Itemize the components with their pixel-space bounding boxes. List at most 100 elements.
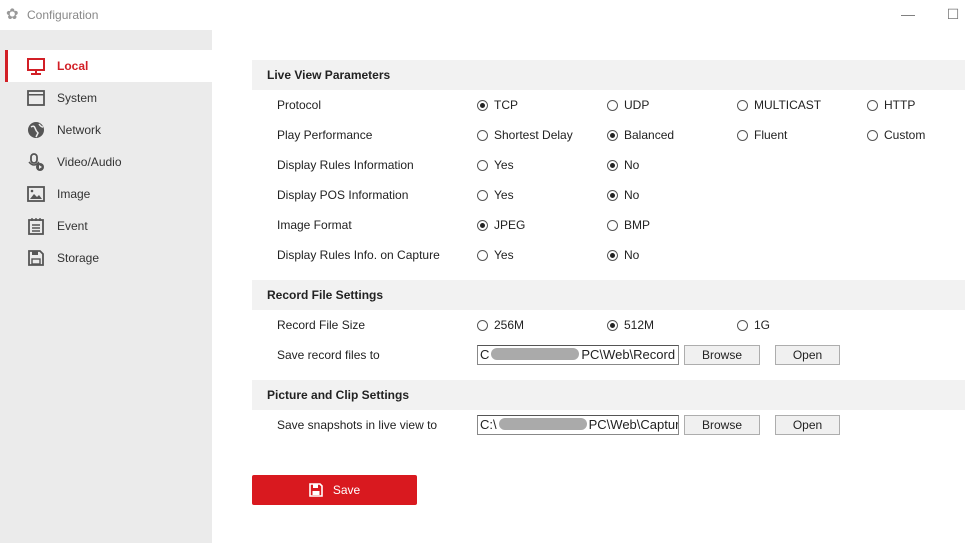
row-label: Display POS Information bbox=[277, 188, 409, 202]
radio-label: Custom bbox=[884, 128, 926, 142]
radio-label: Yes bbox=[494, 248, 514, 262]
radio-yes[interactable]: Yes bbox=[477, 248, 514, 262]
save-label: Save bbox=[332, 483, 361, 497]
sidebar-item-system[interactable]: System bbox=[5, 82, 212, 114]
path-prefix: C:\ bbox=[480, 417, 497, 432]
radio-http[interactable]: HTTP bbox=[867, 98, 915, 112]
radio-no[interactable]: No bbox=[607, 248, 639, 262]
radio-circle[interactable] bbox=[737, 319, 748, 331]
radio-circle[interactable] bbox=[607, 249, 618, 261]
path-suffix: PC\Web\Record bbox=[581, 347, 676, 362]
radio-circle[interactable] bbox=[607, 159, 618, 171]
row-label: Protocol bbox=[277, 98, 322, 112]
path-input[interactable]: C PC\Web\Record bbox=[477, 345, 679, 365]
radio-bmp[interactable]: BMP bbox=[607, 218, 650, 232]
path-prefix: C bbox=[480, 347, 490, 362]
image-icon bbox=[27, 186, 45, 202]
radio-512m[interactable]: 512M bbox=[607, 318, 654, 332]
radio-circle[interactable] bbox=[607, 319, 618, 331]
row-label: Image Format bbox=[277, 218, 352, 232]
app-gear-icon: ✿ bbox=[6, 6, 19, 23]
sidebar-item-label: Storage bbox=[57, 251, 100, 265]
sidebar-item-label: System bbox=[57, 91, 98, 105]
live-row-4: Image Format JPEG BMP bbox=[252, 210, 965, 240]
radio-udp[interactable]: UDP bbox=[607, 98, 649, 112]
radio-yes[interactable]: Yes bbox=[477, 188, 514, 202]
minimize-button[interactable]: — bbox=[901, 6, 915, 22]
radio-circle[interactable] bbox=[607, 219, 618, 231]
record-path-row: Save record files to C PC\Web\Record Browse… bbox=[252, 340, 965, 370]
radio-label: Yes bbox=[494, 158, 514, 172]
radio-circle[interactable] bbox=[867, 129, 878, 141]
row-label: Save snapshots in live view to bbox=[277, 418, 438, 432]
live-row-2: Display Rules Information Yes No bbox=[252, 150, 965, 180]
title-bar: ✿ Configuration — ☐ bbox=[0, 0, 965, 30]
radio-circle[interactable] bbox=[477, 159, 488, 171]
radio-circle[interactable] bbox=[477, 99, 488, 111]
sidebar-item-label: Network bbox=[57, 123, 102, 137]
row-label: Record File Size bbox=[277, 318, 366, 332]
mic-play-icon bbox=[28, 153, 44, 171]
radio-jpeg[interactable]: JPEG bbox=[477, 218, 525, 232]
redacted-text bbox=[498, 418, 587, 430]
maximize-button[interactable]: ☐ bbox=[946, 6, 960, 22]
radio-circle[interactable] bbox=[477, 189, 488, 201]
sidebar-item-image[interactable]: Image bbox=[5, 178, 212, 210]
sidebar-item-event[interactable]: Event bbox=[5, 210, 212, 242]
radio-balanced[interactable]: Balanced bbox=[607, 128, 674, 142]
radio-label: BMP bbox=[624, 218, 651, 232]
radio-circle[interactable] bbox=[477, 249, 488, 261]
globe-icon bbox=[28, 122, 44, 138]
open-button[interactable]: Open bbox=[775, 345, 840, 365]
radio-yes[interactable]: Yes bbox=[477, 158, 514, 172]
radio-circle[interactable] bbox=[477, 319, 488, 331]
sidebar-item-videoaudio[interactable]: Video/Audio bbox=[5, 146, 212, 178]
radio-no[interactable]: No bbox=[607, 188, 639, 202]
radio-custom[interactable]: Custom bbox=[867, 128, 925, 142]
browse-button[interactable]: Browse bbox=[684, 345, 760, 365]
radio-tcp[interactable]: TCP bbox=[477, 98, 518, 112]
redacted-text bbox=[491, 348, 580, 360]
radio-circle[interactable] bbox=[607, 189, 618, 201]
row-label: Display Rules Info. on Capture bbox=[277, 248, 440, 262]
browse-button[interactable]: Browse bbox=[684, 415, 760, 435]
radio-circle[interactable] bbox=[737, 99, 748, 111]
live-row-1: Play Performance Shortest Delay Balanced Fl… bbox=[252, 120, 965, 150]
radio-circle[interactable] bbox=[737, 129, 748, 141]
radio-circle[interactable] bbox=[607, 129, 618, 141]
radio-label: Fluent bbox=[754, 128, 788, 142]
path-input[interactable]: C:\ PC\Web\Capture bbox=[477, 415, 679, 435]
notepad-icon bbox=[28, 218, 44, 235]
radio-fluent[interactable]: Fluent bbox=[737, 128, 787, 142]
radio-256m[interactable]: 256M bbox=[477, 318, 524, 332]
radio-shortest-delay[interactable]: Shortest Delay bbox=[477, 128, 573, 142]
open-button[interactable]: Open bbox=[775, 415, 840, 435]
radio-label: No bbox=[624, 248, 640, 262]
sidebar-item-label: Local bbox=[57, 59, 89, 73]
radio-label: JPEG bbox=[494, 218, 526, 232]
snapshot-path-row: Save snapshots in live view to C:\ PC\Web\… bbox=[252, 410, 965, 440]
record-file-size-row: Record File Size 256M 512M 1G bbox=[252, 310, 965, 340]
sidebar-item-network[interactable]: Network bbox=[5, 114, 212, 146]
sidebar-item-storage[interactable]: Storage bbox=[5, 242, 212, 274]
sidebar-item-local[interactable]: Local bbox=[5, 50, 212, 82]
radio-1g[interactable]: 1G bbox=[737, 318, 770, 332]
save-icon bbox=[309, 483, 323, 497]
radio-circle[interactable] bbox=[867, 99, 878, 111]
window-icon bbox=[27, 90, 45, 106]
radio-label: No bbox=[624, 158, 640, 172]
live-row-0: Protocol TCP UDP MULTICAST HTTP bbox=[252, 90, 965, 120]
radio-label: No bbox=[624, 188, 640, 202]
radio-label: MULTICAST bbox=[754, 98, 822, 112]
radio-circle[interactable] bbox=[477, 129, 488, 141]
section-live-view: Live View Parameters bbox=[252, 60, 965, 90]
radio-circle[interactable] bbox=[477, 219, 488, 231]
save-button[interactable]: Save bbox=[252, 475, 417, 505]
radio-label: HTTP bbox=[884, 98, 916, 112]
radio-label: 256M bbox=[494, 318, 525, 332]
sidebar-item-label: Video/Audio bbox=[57, 155, 122, 169]
radio-multicast[interactable]: MULTICAST bbox=[737, 98, 821, 112]
radio-circle[interactable] bbox=[607, 99, 618, 111]
radio-label: UDP bbox=[624, 98, 650, 112]
radio-no[interactable]: No bbox=[607, 158, 639, 172]
